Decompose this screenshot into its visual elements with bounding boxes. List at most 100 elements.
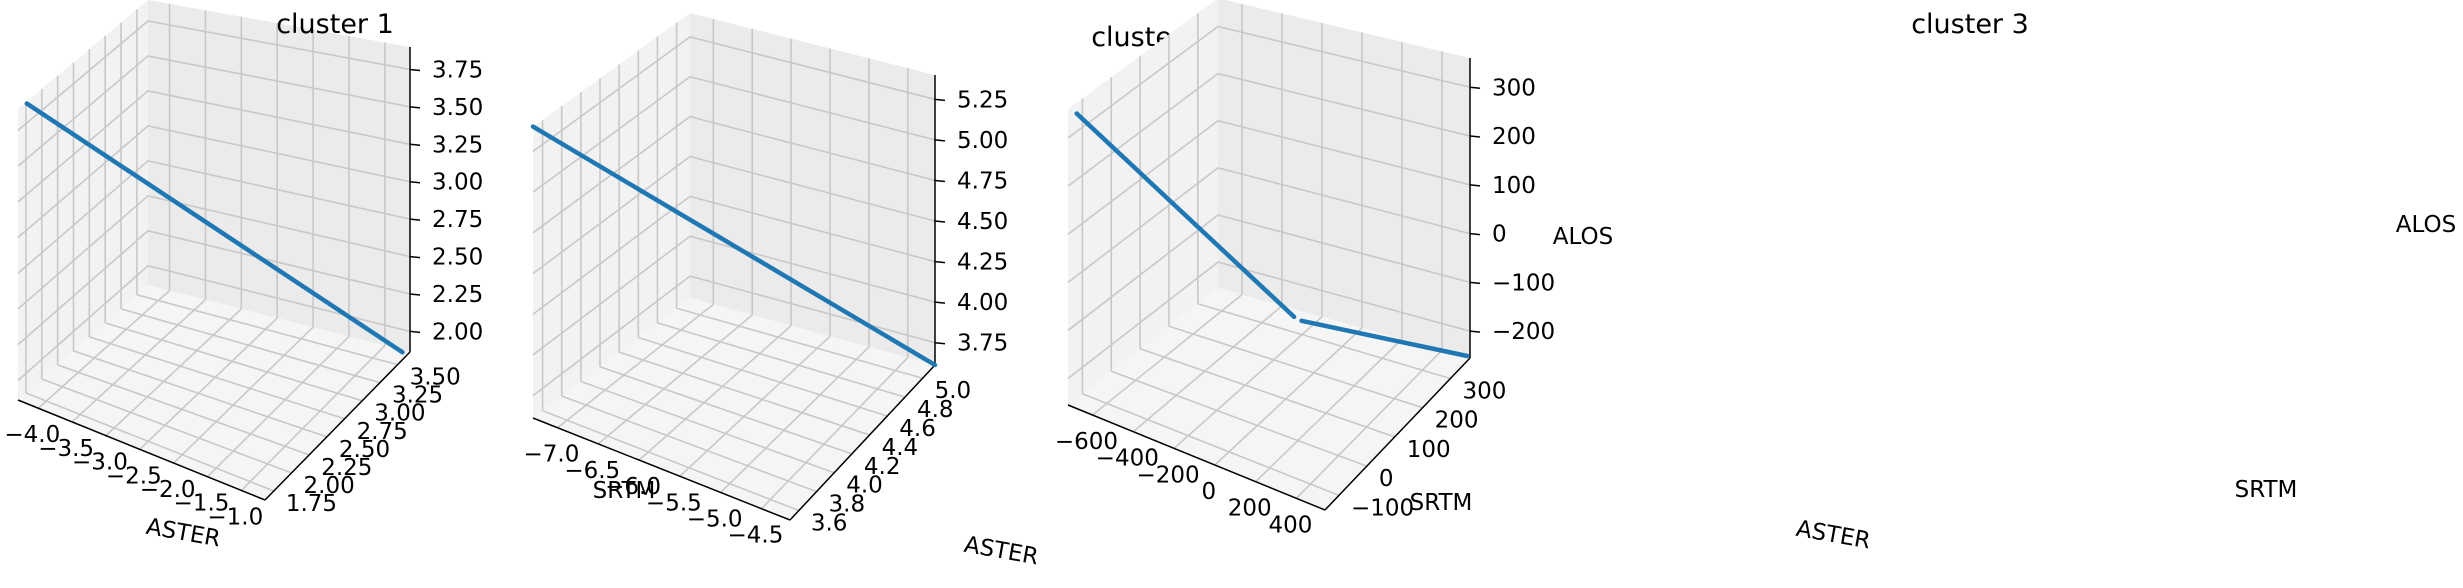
x-tick-label: 400 [1268, 512, 1312, 538]
y-tick-label: 4.6 [899, 416, 936, 442]
x-axis-line [17, 399, 266, 501]
y-gridline-floor [41, 378, 292, 474]
x-gridline-floor [139, 317, 278, 450]
z-gridline [1067, 25, 1471, 139]
x-axis-label: ASTER [962, 532, 1040, 571]
z-axis-label: ALOS [1553, 224, 1613, 250]
z-tick-label: 0 [1492, 222, 1507, 248]
y-tick-label: 3.50 [410, 365, 461, 391]
y-tick-label: 4.8 [917, 397, 954, 423]
z-tick-label: 5.00 [957, 128, 1008, 154]
y-gridline-floor [599, 366, 853, 455]
z-tick-mark [409, 106, 421, 109]
z-tick-mark [934, 179, 946, 183]
x-tick-label: −1.0 [207, 504, 263, 530]
z-tick-label: 4.75 [957, 168, 1008, 194]
z-gridline [17, 194, 411, 310]
z-gridline [17, 125, 411, 239]
y-gridline-floor [657, 322, 906, 398]
x-tick-label: −1.5 [174, 491, 230, 517]
x-tick-label: −200 [1136, 462, 1199, 488]
y-tick-label: 2.50 [339, 437, 390, 463]
x-gridline-floor [679, 335, 831, 477]
x-tick-label: −5.0 [687, 506, 743, 532]
chart-panel-1: −4.0−3.5−3.0−2.5−2.0−1.5−1.01.752.002.25… [4, 0, 795, 552]
z-tick-mark [934, 220, 946, 223]
y-tick-label: 4.4 [882, 435, 919, 461]
y-gridline-floor [580, 380, 835, 474]
y-gridline-floor [676, 307, 923, 380]
z-gridline [532, 36, 936, 153]
z-tick-mark [409, 143, 421, 147]
series-line [1074, 111, 1297, 320]
y-gridline-floor [561, 395, 817, 493]
z-tick-mark [1469, 232, 1481, 236]
z-gridline [532, 195, 936, 315]
x-tick-label: −7.0 [524, 442, 580, 468]
x-gridline-floor [37, 289, 171, 409]
z-tick-label: 3.50 [432, 95, 483, 121]
y-gridline-floor [1197, 302, 1451, 380]
x-gridline-floor [71, 299, 206, 423]
y-gridline-floor [25, 392, 275, 492]
y-axis-line [789, 364, 936, 521]
z-tick-label: 5.25 [957, 87, 1008, 113]
z-tick-mark [934, 139, 946, 142]
z-tick-label: 3.00 [432, 170, 483, 196]
x-gridline-floor [760, 356, 909, 510]
y-gridline-floor [120, 308, 381, 384]
x-tick-label: −3.0 [72, 450, 128, 476]
x-tick-label: −3.5 [38, 436, 94, 462]
z-tick-label: 3.75 [957, 331, 1008, 357]
z-gridline [532, 155, 936, 275]
z-tick-label: 2.25 [432, 282, 483, 308]
z-gridline [17, 159, 411, 274]
x-gridline-floor [206, 335, 350, 478]
z-gridline [1067, 72, 1471, 187]
z-tick-mark [409, 218, 421, 221]
x-tick-label: −4.5 [728, 523, 784, 549]
y-gridline-floor [1168, 325, 1423, 409]
z-tick-mark [934, 260, 946, 264]
x-axis-line [532, 417, 791, 521]
x-tick-label: 200 [1228, 496, 1272, 522]
y-tick-label: 2.00 [304, 473, 355, 499]
y-tick-label: 200 [1435, 408, 1479, 434]
z-tick-mark [409, 180, 421, 184]
z-tick-label: 2.75 [432, 207, 483, 233]
z-tick-mark [409, 293, 421, 296]
z-gridline [532, 275, 936, 397]
series-line [530, 124, 938, 368]
x-gridline-floor [720, 346, 870, 494]
floor-pane [1068, 288, 1470, 510]
x-tick-label: −6.5 [564, 458, 620, 484]
z-tick-mark [1469, 330, 1481, 333]
z-tick-mark [934, 341, 946, 345]
x-tick-label: −400 [1096, 446, 1159, 472]
z-gridline [1067, 119, 1471, 235]
z-gridline [17, 90, 411, 203]
y-axis-line [264, 351, 411, 501]
x-gridline-floor [1295, 349, 1443, 499]
z-gridline [17, 229, 411, 346]
y-gridline-floor [73, 350, 328, 438]
z-gridline [532, 75, 936, 193]
z-tick-label: 2.50 [432, 245, 483, 271]
z-gridline [532, 115, 936, 234]
z-tick-mark [409, 255, 421, 259]
z-tick-mark [1469, 135, 1481, 138]
x-tick-label: −4.0 [4, 422, 60, 448]
x-tick-label: 0 [1202, 479, 1217, 505]
x-axis-line [1067, 404, 1326, 511]
x-tick-label: −6.0 [605, 474, 661, 500]
z-tick-label: −100 [1492, 270, 1555, 296]
z-tick-label: 3.75 [432, 57, 483, 83]
z-gridline [1067, 214, 1471, 332]
y-gridline-floor [136, 294, 398, 366]
z-gridline [532, 235, 936, 356]
y-axis-label: SRTM [593, 478, 656, 504]
z-tick-label: 4.25 [957, 250, 1008, 276]
y-tick-label: 3.00 [374, 401, 425, 427]
z-tick-label: 3.25 [432, 132, 483, 158]
x-gridline-floor [1214, 327, 1363, 466]
